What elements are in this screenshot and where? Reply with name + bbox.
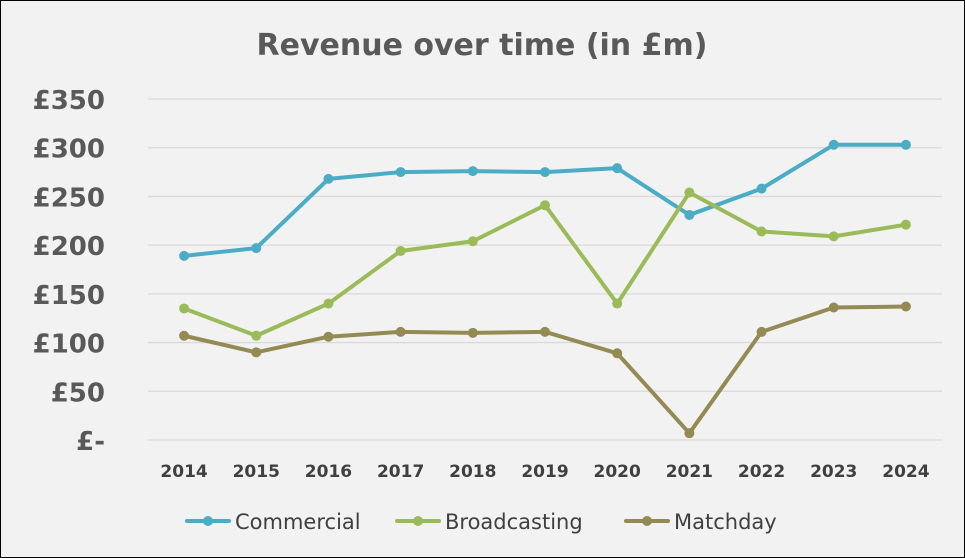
legend-entry-broadcasting: Broadcasting [395, 510, 583, 534]
x-tick-label: 2023 [810, 462, 857, 482]
data-point-broadcasting [540, 200, 550, 211]
y-tick-label: £150 [33, 281, 105, 311]
data-point-commercial [251, 243, 262, 254]
series-line-matchday [182, 304, 908, 436]
y-tick-label: £- [76, 427, 105, 457]
x-tick-label: 2018 [449, 462, 496, 482]
x-tick-label: 2017 [377, 462, 424, 482]
data-point-broadcasting [395, 245, 406, 256]
legend-entry-matchday: Matchday [624, 510, 777, 534]
data-point-matchday [467, 327, 478, 338]
x-tick-label: 2016 [305, 462, 352, 482]
x-axis-tick-labels: 2014 2015 2016 2017 2018 2019 2020 2021 2022 2023… [160, 462, 929, 482]
data-point-broadcasting [900, 219, 911, 230]
data-point-broadcasting [323, 298, 334, 309]
data-point-commercial [900, 139, 911, 150]
data-point-broadcasting [612, 298, 623, 309]
data-point-commercial [612, 163, 623, 174]
y-tick-label: £200 [33, 232, 105, 262]
data-point-matchday [395, 326, 406, 337]
chart-title: Revenue over time (in £m) [257, 28, 708, 63]
series-lines [179, 139, 911, 439]
data-point-broadcasting [467, 236, 478, 247]
x-tick-label: 2021 [666, 462, 713, 482]
x-tick-label: 2024 [882, 462, 929, 482]
data-point-broadcasting [756, 226, 767, 237]
data-point-matchday [900, 301, 911, 312]
data-point-broadcasting [828, 231, 839, 242]
x-tick-label: 2022 [738, 462, 785, 482]
series-commercial [179, 139, 911, 261]
data-point-broadcasting [179, 303, 190, 314]
y-tick-label: £250 [33, 183, 105, 213]
legend-swatch-marker [413, 516, 423, 526]
data-point-commercial [540, 167, 550, 178]
data-point-broadcasting [684, 187, 695, 198]
legend-swatch-marker [642, 516, 652, 526]
data-point-matchday [828, 302, 839, 313]
x-tick-label: 2019 [521, 462, 568, 482]
data-point-commercial [395, 167, 406, 178]
x-tick-label: 2014 [160, 462, 207, 482]
y-tick-label: £350 [33, 86, 105, 116]
data-point-matchday [756, 326, 767, 337]
x-tick-label: 2020 [594, 462, 641, 482]
y-tick-label: £100 [33, 330, 105, 360]
legend: Commercial Broadcasting Matchday [185, 510, 777, 534]
data-point-commercial [756, 183, 767, 194]
x-tick-label: 2015 [233, 462, 280, 482]
gridlines [148, 98, 942, 441]
data-point-matchday [612, 348, 623, 359]
series-matchday [179, 301, 911, 439]
data-point-commercial [179, 250, 190, 261]
data-point-matchday [323, 331, 334, 342]
y-axis-tick-labels: £- £50 £100 £150 £200 £250 £300 £350 [33, 86, 105, 457]
data-point-matchday [540, 326, 550, 337]
data-point-broadcasting [251, 330, 262, 341]
legend-swatch-marker [203, 516, 213, 526]
data-point-matchday [179, 330, 190, 341]
legend-label: Broadcasting [445, 510, 583, 534]
data-point-commercial [684, 209, 695, 220]
legend-entry-commercial: Commercial [185, 510, 361, 534]
data-point-matchday [684, 428, 695, 439]
legend-label: Matchday [674, 510, 777, 534]
y-tick-label: £50 [51, 378, 105, 408]
data-point-commercial [467, 166, 478, 177]
data-point-matchday [251, 347, 262, 358]
y-tick-label: £300 [33, 135, 105, 165]
data-point-commercial [828, 139, 839, 150]
series-broadcasting [179, 187, 911, 341]
legend-label: Commercial [235, 510, 361, 534]
data-point-commercial [323, 173, 334, 184]
